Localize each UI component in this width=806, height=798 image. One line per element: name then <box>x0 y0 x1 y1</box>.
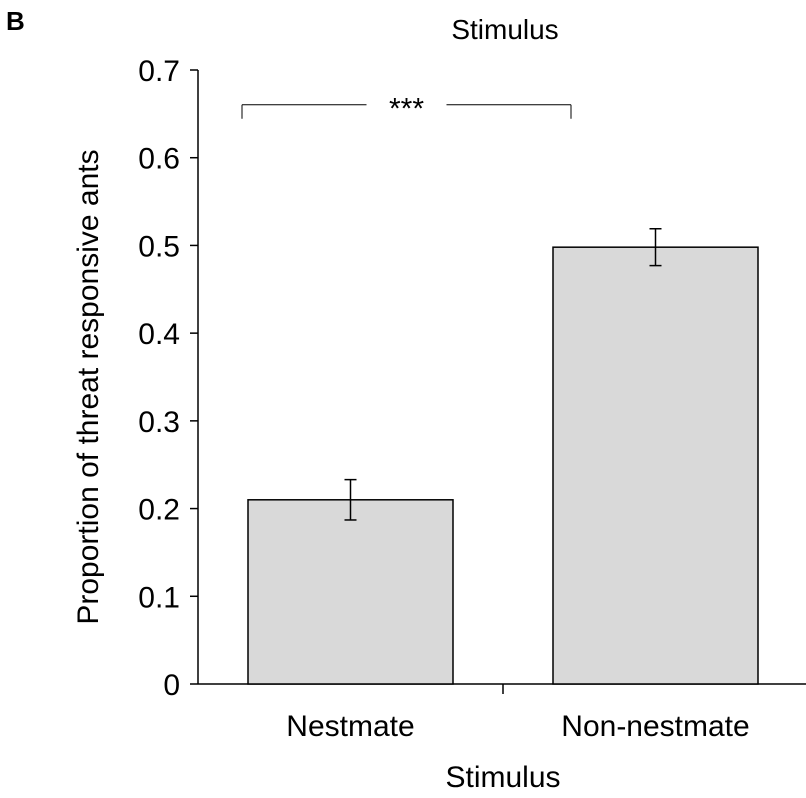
y-tick-label: 0.7 <box>138 55 180 88</box>
error-bars <box>344 228 662 521</box>
y-tick-label: 0.3 <box>138 406 180 439</box>
panel-label: B <box>6 6 25 36</box>
x-axis-label: Stimulus <box>445 761 560 794</box>
y-tick-label: 0.5 <box>138 230 180 263</box>
chart-title-text: Stimulus <box>451 14 559 45</box>
labels: 0 0.1 0.2 0.3 0.4 0.5 0.6 0.7 Nestmate Non-nestma… <box>72 55 750 794</box>
y-tick-label: 0.6 <box>138 143 180 176</box>
y-tick-label: 0.2 <box>138 494 180 527</box>
significance-label: *** <box>389 93 424 126</box>
bar <box>247 499 454 685</box>
bar <box>552 246 759 685</box>
x-tick-label: Nestmate <box>286 710 414 743</box>
y-tick-label: 0.1 <box>138 581 180 614</box>
y-tick-label: 0 <box>163 669 180 702</box>
y-tick-label: 0.4 <box>138 318 180 351</box>
bars <box>247 246 759 685</box>
x-tick-label: Non-nestmate <box>561 710 749 743</box>
y-axis-label: Proportion of threat responsive ants <box>72 149 105 624</box>
